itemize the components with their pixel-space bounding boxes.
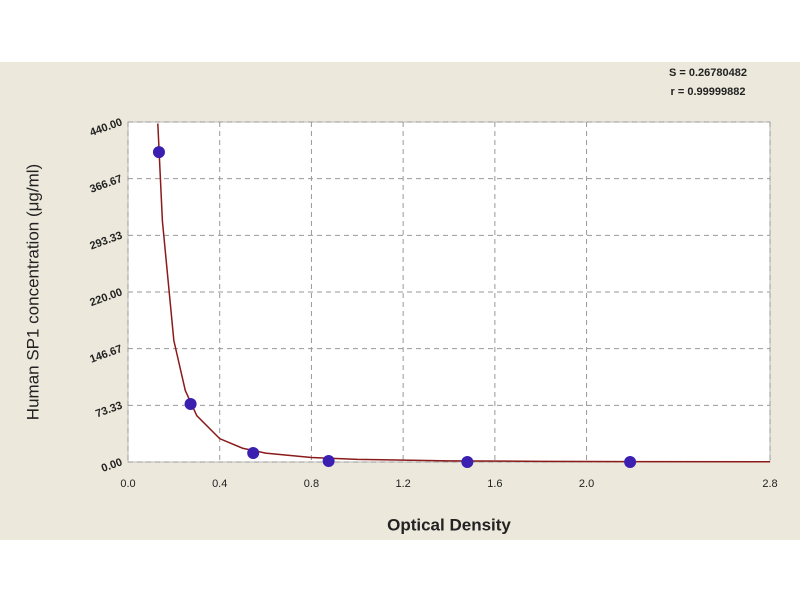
x-tick-label: 1.2 (395, 478, 410, 490)
data-point (247, 447, 260, 460)
data-point (152, 146, 165, 159)
data-point (322, 454, 335, 467)
x-axis-label: Optical Density (387, 515, 511, 534)
plot-area (127, 121, 771, 463)
x-tick-label: 0.8 (304, 478, 319, 490)
data-point (461, 456, 474, 468)
data-point (624, 456, 637, 468)
x-tick-label: 0.0 (120, 478, 135, 490)
y-axis-label: Human SP1 concentration (μg/ml) (23, 164, 42, 420)
x-tick-label: 2.0 (579, 478, 594, 490)
annotation: S = 0.26780482 (669, 67, 747, 79)
x-tick-label: 0.4 (212, 478, 227, 490)
x-tick-label: 2.8 (762, 478, 777, 490)
data-point (184, 398, 197, 411)
x-tick-label: 1.6 (487, 478, 502, 490)
annotation: r = 0.99999882 (671, 86, 746, 98)
